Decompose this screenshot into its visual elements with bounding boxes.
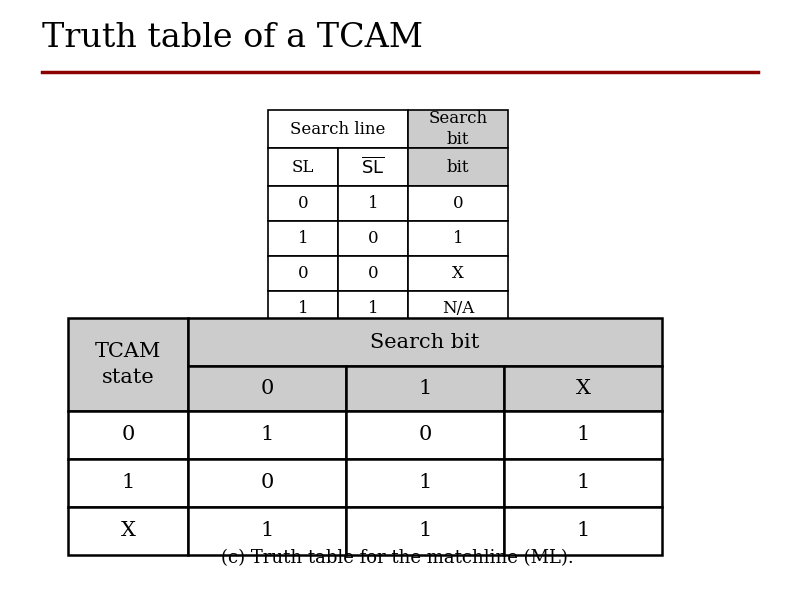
Bar bbox=[504, 411, 662, 459]
Text: 0: 0 bbox=[453, 195, 464, 212]
Bar bbox=[346, 507, 504, 555]
Bar bbox=[268, 148, 338, 186]
Bar bbox=[68, 411, 188, 459]
Bar bbox=[346, 411, 504, 459]
Text: 1: 1 bbox=[576, 474, 590, 493]
Text: 0: 0 bbox=[298, 195, 308, 212]
Text: 1: 1 bbox=[298, 300, 308, 317]
Bar bbox=[188, 318, 662, 366]
Text: Search bit: Search bit bbox=[370, 333, 480, 352]
Bar bbox=[408, 256, 508, 291]
Bar bbox=[268, 291, 338, 326]
Text: (c) Truth table for the matchline (ML).: (c) Truth table for the matchline (ML). bbox=[221, 549, 573, 567]
Text: SL: SL bbox=[292, 158, 314, 176]
Bar bbox=[346, 459, 504, 507]
Text: 1: 1 bbox=[418, 474, 432, 493]
Bar bbox=[346, 366, 504, 411]
Text: 0: 0 bbox=[368, 265, 378, 282]
Bar bbox=[338, 256, 408, 291]
Bar bbox=[408, 186, 508, 221]
Bar bbox=[408, 148, 508, 186]
Text: 0: 0 bbox=[121, 425, 135, 444]
Text: $\overline{\rm SL}$: $\overline{\rm SL}$ bbox=[361, 156, 385, 177]
Text: 1: 1 bbox=[368, 300, 378, 317]
Text: X: X bbox=[576, 379, 591, 398]
Bar bbox=[268, 256, 338, 291]
Bar bbox=[408, 221, 508, 256]
Bar bbox=[338, 148, 408, 186]
Bar bbox=[408, 291, 508, 326]
Text: 0: 0 bbox=[368, 230, 378, 247]
Text: X: X bbox=[452, 265, 464, 282]
Bar bbox=[268, 110, 408, 148]
Text: 1: 1 bbox=[260, 521, 274, 540]
Bar bbox=[338, 221, 408, 256]
Text: 0: 0 bbox=[260, 379, 274, 398]
Bar bbox=[338, 186, 408, 221]
Bar bbox=[504, 366, 662, 411]
Text: TCAM
state: TCAM state bbox=[94, 342, 161, 387]
Bar bbox=[188, 366, 346, 411]
Bar bbox=[268, 221, 338, 256]
Text: 1: 1 bbox=[576, 425, 590, 444]
Bar bbox=[188, 459, 346, 507]
Text: 1: 1 bbox=[418, 379, 432, 398]
Text: X: X bbox=[121, 521, 136, 540]
Bar bbox=[68, 318, 188, 411]
Bar bbox=[338, 291, 408, 326]
Text: 0: 0 bbox=[260, 474, 274, 493]
Text: 1: 1 bbox=[418, 521, 432, 540]
Text: 0: 0 bbox=[298, 265, 308, 282]
Text: 1: 1 bbox=[368, 195, 378, 212]
Text: 0: 0 bbox=[418, 425, 432, 444]
Bar bbox=[68, 507, 188, 555]
Text: bit: bit bbox=[447, 158, 469, 176]
Text: Truth table of a TCAM: Truth table of a TCAM bbox=[42, 22, 423, 54]
Bar bbox=[408, 110, 508, 148]
Text: N/A: N/A bbox=[442, 300, 474, 317]
Text: 1: 1 bbox=[576, 521, 590, 540]
Bar bbox=[68, 459, 188, 507]
Text: 1: 1 bbox=[298, 230, 308, 247]
Text: Search
bit: Search bit bbox=[429, 110, 488, 148]
Bar bbox=[188, 411, 346, 459]
Bar bbox=[188, 507, 346, 555]
Text: 1: 1 bbox=[121, 474, 135, 493]
Bar bbox=[268, 186, 338, 221]
Text: 1: 1 bbox=[453, 230, 464, 247]
Bar bbox=[504, 459, 662, 507]
Text: Search line: Search line bbox=[291, 121, 386, 137]
Bar bbox=[504, 507, 662, 555]
Text: 1: 1 bbox=[260, 425, 274, 444]
